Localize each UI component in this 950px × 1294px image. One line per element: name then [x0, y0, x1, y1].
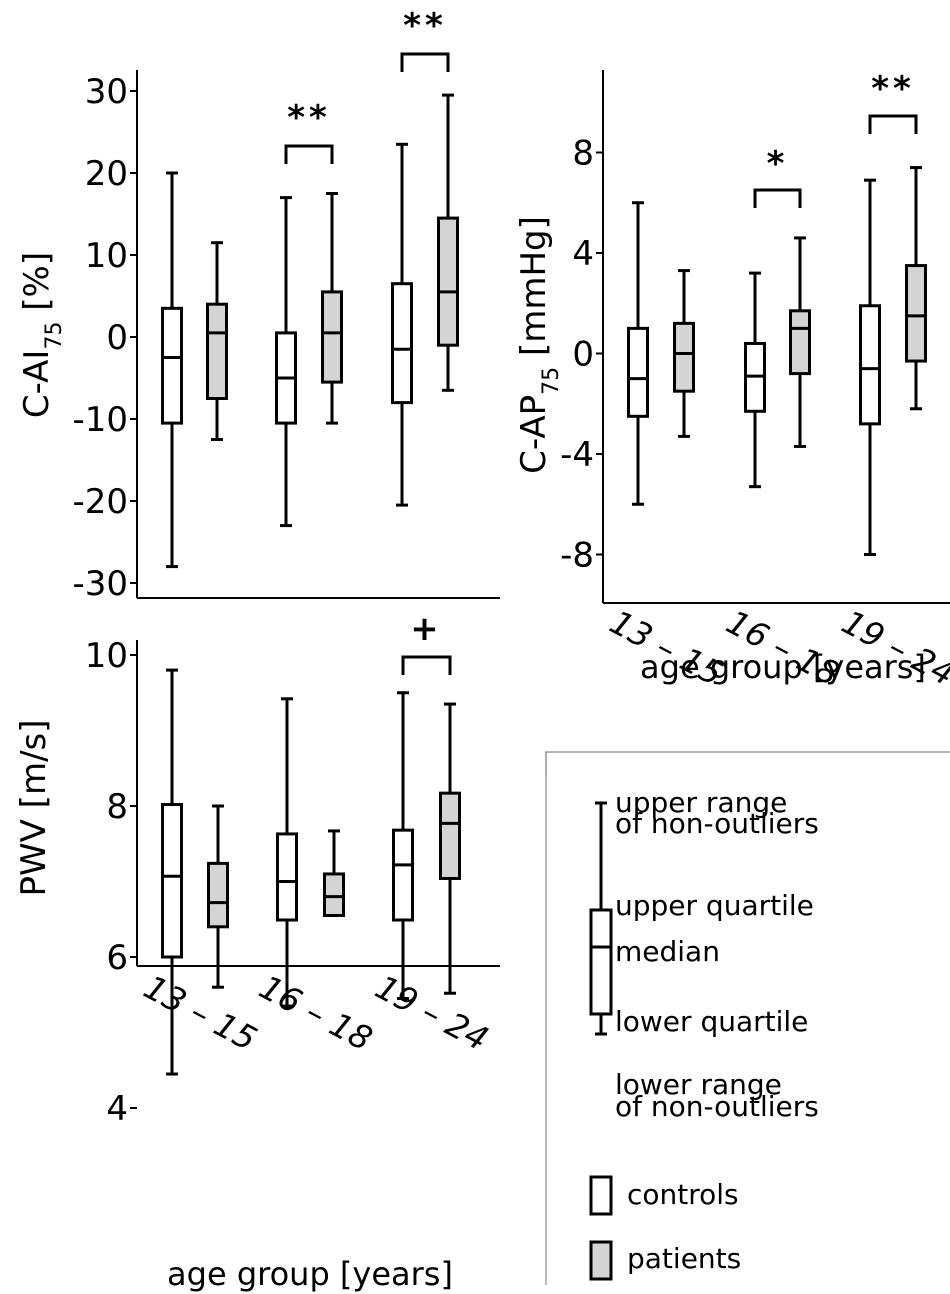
legend-upper-quartile: upper quartile [615, 889, 814, 922]
pwv-g3-sig-label: + [410, 609, 443, 649]
cai75-g3-patients-box [437, 216, 459, 347]
cai75-g1-controls-box [161, 306, 183, 425]
cai75-ytick-label: -30 [72, 564, 128, 604]
cap75-ytick-label: -8 [560, 536, 594, 576]
cai75-g2-sig-label: ** [287, 98, 331, 138]
cai75-g2-sig-bracket [284, 144, 334, 164]
cap75-ytick-label: -4 [560, 435, 594, 475]
pwv-xtick-label: 16 – 18 [253, 967, 379, 1058]
pwv-xtick-label: 13 – 15 [138, 967, 264, 1058]
legend-lower-range-2: of non-outliers [615, 1090, 819, 1123]
cap75-g1-patients-box [673, 321, 695, 393]
legend-patients-swatch [589, 1240, 613, 1281]
pwv-g3-patients-box [439, 791, 461, 880]
cai75-g3-controls-box [391, 282, 413, 405]
legend: upper range of non-outliers upper quarti… [545, 751, 950, 1285]
legend-lower-range-1: lower range [615, 1068, 782, 1101]
cap75-g1-controls-box [627, 326, 649, 418]
cai75-ytick-label: 30 [85, 72, 128, 112]
legend-upper-range-2: of non-outliers [615, 807, 819, 840]
cai75-g3-sig-bracket [400, 52, 450, 72]
cai75-g3-sig-label: ** [403, 6, 447, 46]
cai75-ytick-label: 0 [106, 318, 128, 358]
cap75-g3-sig-bracket [868, 114, 918, 134]
cai75-g2-patients-box [321, 290, 343, 384]
pwv-y-label: PWV [m/s] [14, 719, 54, 896]
pwv-ytick-label: 4 [106, 1089, 128, 1129]
cap75-x-label: age group [years] [640, 648, 926, 686]
cai75-ytick-label: 20 [85, 154, 128, 194]
cap75-g3-patients-box [905, 264, 927, 363]
cai75-ytick-label: 10 [85, 236, 128, 276]
cap75-g2-patients-box [789, 309, 811, 376]
legend-frame [545, 751, 950, 776]
pwv-ytick-label: 8 [106, 787, 128, 827]
cap75-g2-sig-bracket [753, 188, 802, 208]
legend-controls-label: controls [627, 1178, 739, 1211]
legend-patients-label: patients [627, 1242, 741, 1275]
legend-upper-range-1: upper range [615, 786, 787, 819]
pwv-xtick-label: 19 – 24 [369, 967, 495, 1058]
cai75-ytick-label: -10 [72, 400, 128, 440]
pwv-g3-controls-box [392, 828, 414, 922]
panel-cai75: 30 20 10 0 -10 -20 -30 C-AI75 [%] ** ** [17, 6, 500, 604]
pwv-ytick-label: 6 [106, 938, 128, 978]
pwv-x-label: age group [years] [167, 1255, 453, 1293]
pwv-g3-sig-bracket [401, 655, 452, 675]
cap75-ytick-label: 4 [572, 234, 594, 274]
legend-median: median [615, 935, 720, 968]
pwv-g2-controls-box [276, 832, 298, 922]
cap75-ytick-label: 0 [572, 335, 594, 375]
pwv-g1-controls-box [161, 802, 183, 959]
cai75-y-label: C-AI75 [%] [17, 252, 67, 418]
cap75-y-label: C-AP75 [mmHg] [514, 216, 564, 474]
cap75-ytick-label: 8 [572, 134, 594, 174]
cai75-ytick-label: -20 [72, 482, 128, 522]
legend-controls-swatch [589, 1175, 613, 1216]
cai75-g1-patients-box [206, 302, 228, 401]
pwv-ytick-label: 10 [85, 636, 128, 676]
cap75-g3-controls-box [859, 304, 881, 426]
cap75-g3-sig-label: ** [871, 69, 915, 109]
legend-lower-quartile: lower quartile [615, 1005, 808, 1038]
cap75-g2-sig-label: * [767, 144, 789, 184]
legend-box [589, 908, 613, 1016]
pwv-g1-patients-box [207, 861, 229, 929]
pwv-g2-patients-box [323, 872, 345, 917]
